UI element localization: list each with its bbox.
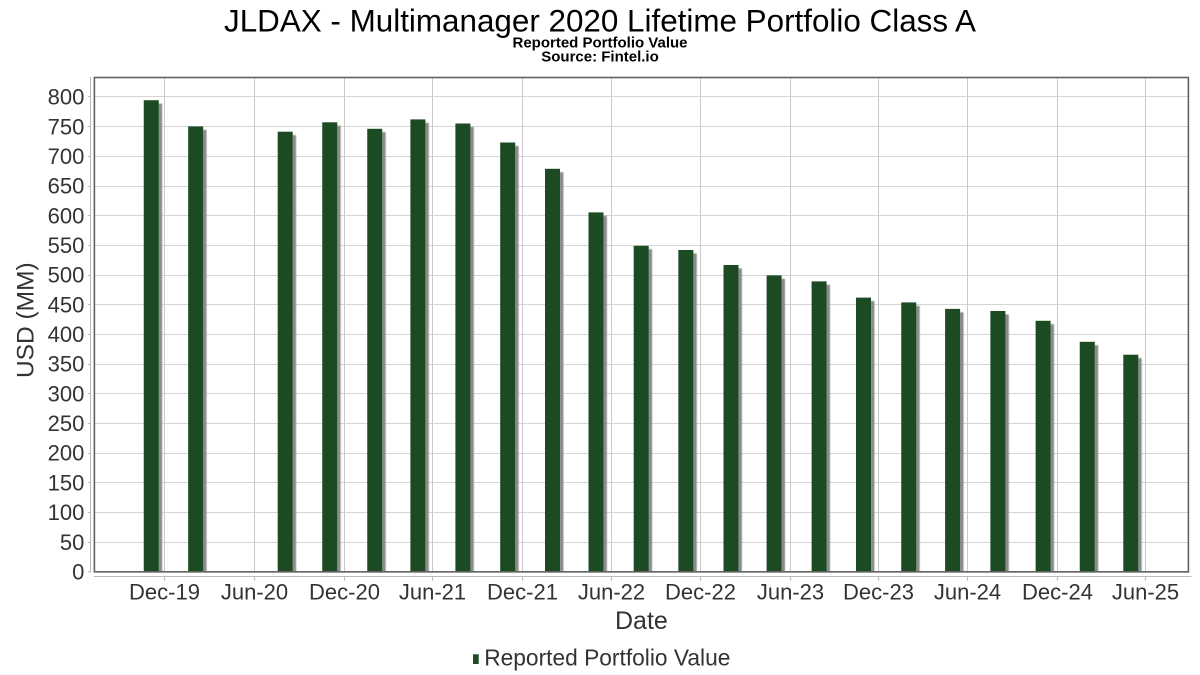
svg-text:Dec-21: Dec-21 <box>487 580 558 605</box>
svg-text:Date: Date <box>615 607 668 635</box>
svg-text:700: 700 <box>48 144 85 169</box>
svg-text:Dec-22: Dec-22 <box>665 580 736 605</box>
svg-text:Jun-25: Jun-25 <box>1112 580 1179 605</box>
svg-text:JLDAX - Multimanager 2020 Life: JLDAX - Multimanager 2020 Lifetime Portf… <box>224 4 976 39</box>
svg-text:300: 300 <box>48 381 85 406</box>
svg-text:Reported Portfolio Value: Reported Portfolio Value <box>484 644 730 670</box>
svg-text:50: 50 <box>60 530 84 555</box>
svg-text:200: 200 <box>48 441 85 466</box>
svg-text:400: 400 <box>48 322 85 347</box>
svg-text:Dec-24: Dec-24 <box>1022 580 1093 605</box>
svg-text:Jun-23: Jun-23 <box>757 580 824 605</box>
svg-text:350: 350 <box>48 352 85 377</box>
svg-text:USD (MM): USD (MM) <box>13 262 40 378</box>
svg-text:Jun-24: Jun-24 <box>934 580 1001 605</box>
svg-text:750: 750 <box>48 114 85 139</box>
svg-text:Jun-20: Jun-20 <box>221 580 288 605</box>
svg-text:250: 250 <box>48 411 85 436</box>
svg-text:450: 450 <box>48 292 85 317</box>
svg-text:500: 500 <box>48 263 85 288</box>
svg-text:600: 600 <box>48 203 85 228</box>
svg-text:0: 0 <box>72 559 84 584</box>
svg-text:Reported Portfolio Value: Reported Portfolio Value <box>512 35 687 52</box>
svg-text:Dec-20: Dec-20 <box>309 580 380 605</box>
svg-text:Source: Fintel.io: Source: Fintel.io <box>541 49 659 66</box>
svg-text:100: 100 <box>48 500 85 525</box>
svg-text:Jun-22: Jun-22 <box>578 580 645 605</box>
svg-text:650: 650 <box>48 174 85 199</box>
svg-text:Dec-23: Dec-23 <box>843 580 914 605</box>
svg-text:Jun-21: Jun-21 <box>399 580 466 605</box>
svg-text:150: 150 <box>48 470 85 495</box>
svg-text:Dec-19: Dec-19 <box>129 580 200 605</box>
svg-text:550: 550 <box>48 233 85 258</box>
svg-text:800: 800 <box>48 85 85 110</box>
